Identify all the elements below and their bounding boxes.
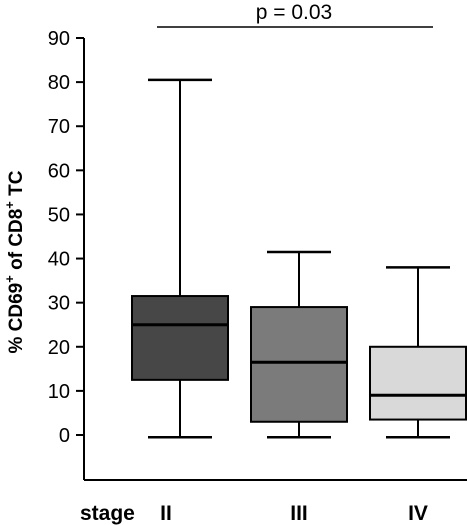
box-iv-iqr (369, 345, 467, 421)
y-tick-label-60: 60 (48, 160, 70, 182)
p-value-annotation: p = 0.03 (256, 1, 332, 24)
y-title-sup-1: + (2, 275, 17, 283)
y-title-suffix: TC (6, 170, 27, 201)
y-axis-title: % CD69+ of CD8+ TC (2, 170, 27, 353)
x-axis-title: stage (80, 502, 135, 525)
y-tick-label-50: 50 (48, 204, 70, 226)
y-title-prefix: % CD69 (6, 283, 27, 354)
box-ii (131, 78, 229, 439)
y-tick-label-0: 0 (59, 425, 70, 447)
box-iii (250, 250, 348, 439)
category-label-iii: III (290, 502, 308, 525)
category-labels: II III IV (160, 502, 428, 525)
y-tick-label-30: 30 (48, 293, 70, 315)
box-ii-iqr (131, 295, 229, 381)
y-tick-label-10: 10 (48, 381, 70, 403)
y-tick-label-90: 90 (48, 28, 70, 50)
box-iv (369, 266, 467, 439)
category-label-ii: II (160, 502, 172, 525)
y-tick-label-20: 20 (48, 337, 70, 359)
category-label-iv: IV (408, 502, 428, 525)
box-iii-iqr (250, 306, 348, 423)
boxes (131, 78, 467, 439)
y-title-sup-2: + (2, 201, 17, 209)
y-axis: 0 10 20 30 40 50 60 70 80 90 (48, 28, 85, 480)
y-title-mid: of CD8 (6, 209, 27, 276)
y-tick-label-40: 40 (48, 249, 70, 271)
y-ticks: 0 10 20 30 40 50 60 70 80 90 (48, 28, 84, 447)
y-tick-label-80: 80 (48, 72, 70, 94)
y-tick-label-70: 70 (48, 116, 70, 138)
